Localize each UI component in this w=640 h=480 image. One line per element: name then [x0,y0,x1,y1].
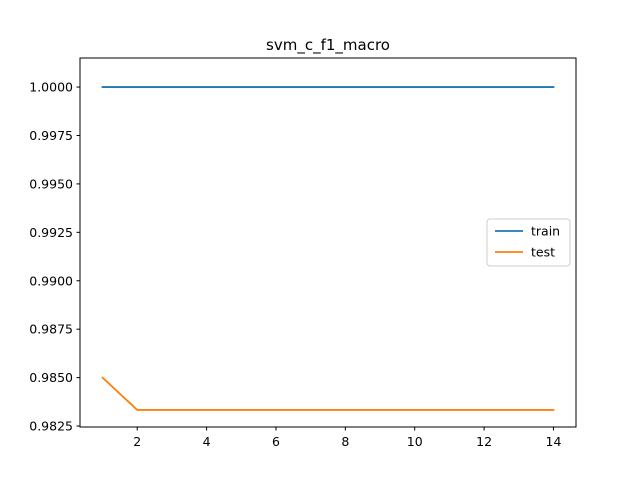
plot-frame [79,57,577,428]
chart-title: svm_c_f1_macro [266,36,390,55]
legend-label-test: test [531,245,555,260]
legend: train test [486,218,571,267]
x-tick-label: 2 [133,434,141,449]
x-tick-label: 14 [546,434,562,449]
x-tick-label: 10 [407,434,423,449]
y-tick-label: 1.0000 [29,80,73,95]
y-tick-label: 0.9850 [29,370,73,385]
x-tick-label: 6 [272,434,280,449]
series-line-test [101,376,555,411]
y-tick-label: 0.9825 [29,419,73,434]
x-tick-label: 4 [203,434,211,449]
y-tick-label: 0.9975 [29,128,73,143]
y-tick-label: 0.9875 [29,322,73,337]
series-layer [101,86,555,411]
y-axis: 0.9825 0.9850 0.9875 0.9900 0.9925 0.9950 0.99… [29,80,80,434]
x-tick-label: 12 [476,434,492,449]
legend-label-train: train [531,224,560,239]
y-tick-label: 0.9925 [29,225,73,240]
y-tick-label: 0.9900 [29,273,73,288]
y-tick-label: 0.9950 [29,176,73,191]
x-axis: 2 4 6 8 10 12 14 [133,427,561,449]
x-tick-label: 8 [341,434,349,449]
